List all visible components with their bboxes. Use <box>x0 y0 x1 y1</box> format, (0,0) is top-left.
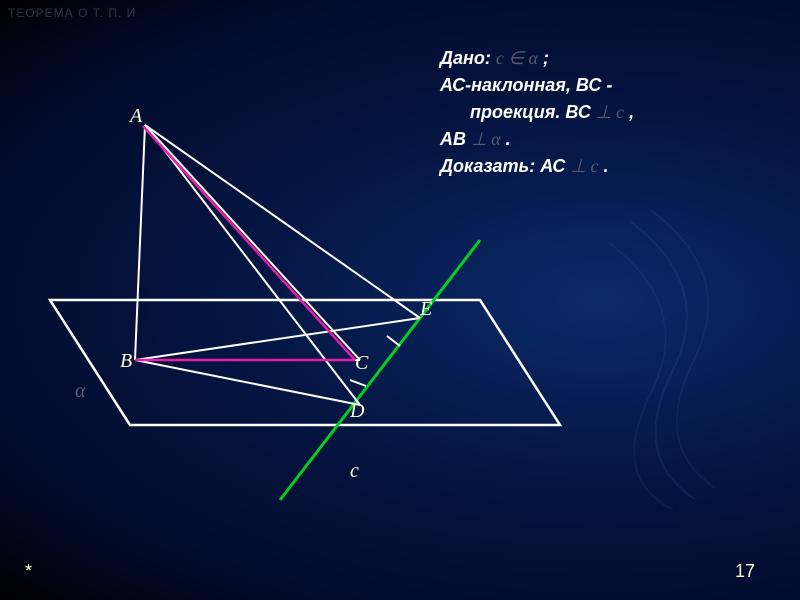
math-c-in-alpha: c ∈ α <box>496 48 538 68</box>
label-c-line: c <box>350 460 359 483</box>
diagram-svg <box>20 80 580 520</box>
problem-line-1: Дано: c ∈ α ; <box>440 45 780 72</box>
label-A: А <box>130 105 142 128</box>
label-C: С <box>355 352 368 375</box>
slide-header: ТЕОРЕМА О Т. П. И <box>8 6 136 20</box>
geometry-diagram: А В С D Е c α <box>20 80 580 520</box>
label-alpha: α <box>75 380 86 403</box>
label-D: D <box>350 400 364 423</box>
footer-star: * <box>25 561 32 582</box>
footer-page-number: 17 <box>735 561 755 582</box>
label-B: В <box>120 350 132 373</box>
math-bc-perp-c: ⊥ c <box>596 102 624 122</box>
label-E: Е <box>420 298 432 321</box>
